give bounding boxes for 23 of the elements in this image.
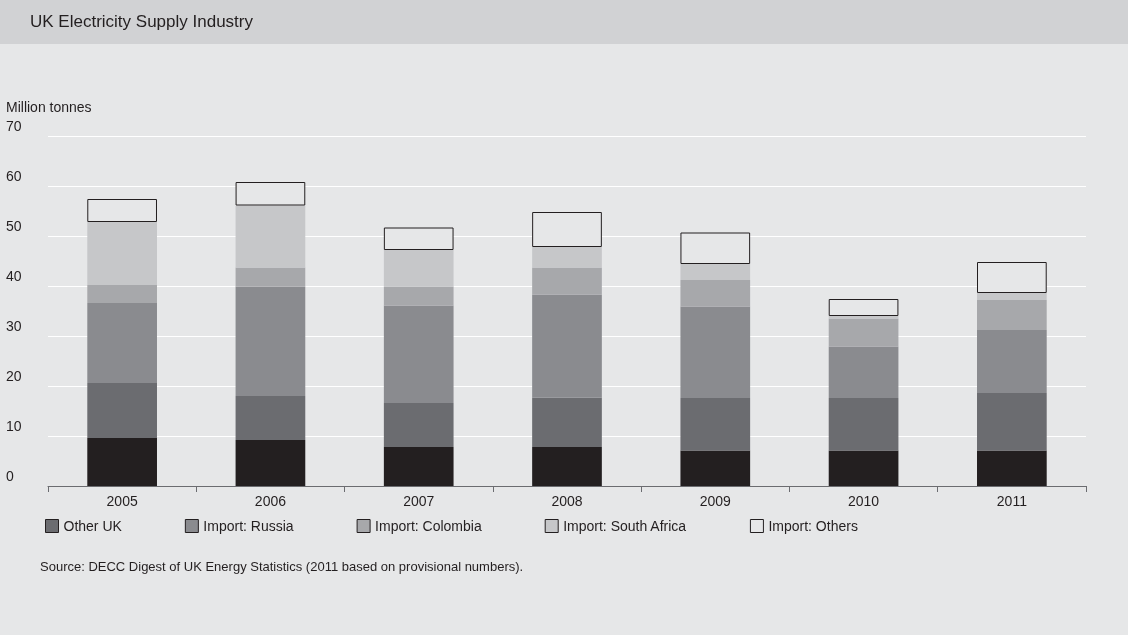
legend-label: Import: South Africa [563, 518, 687, 534]
chart-title: UK Electricity Supply Industry [0, 0, 1128, 44]
source-note: Source: DECC Digest of UK Energy Statistics (2011 based on provisional numbers). [40, 559, 524, 574]
y-tick-label: 10 [6, 418, 22, 434]
x-tick-label: 2010 [847, 493, 880, 509]
x-tick-label: 2008 [551, 493, 583, 509]
x-tick-label: 2007 [403, 493, 435, 509]
legend-label: Other UK [63, 518, 123, 534]
y-tick-label: 60 [6, 168, 22, 184]
x-tick-label: 2011 [996, 493, 1028, 509]
y-axis-title: Million tonnes [6, 99, 92, 115]
x-tick-label: 2005 [106, 493, 138, 509]
y-tick-label: 40 [6, 268, 22, 284]
legend-label: Import: Others [768, 518, 858, 534]
y-tick-label: 70 [6, 118, 22, 134]
legend-label: Import: Colombia [375, 518, 482, 534]
x-tick-label: 2009 [699, 493, 732, 509]
x-tick-label: 2006 [254, 493, 287, 509]
legend-label: Import: Russia [203, 518, 294, 534]
y-tick-label: 50 [6, 218, 22, 234]
y-tick-label: 20 [6, 368, 22, 384]
y-tick-label: 0 [6, 468, 14, 484]
y-tick-label: 30 [6, 318, 22, 334]
